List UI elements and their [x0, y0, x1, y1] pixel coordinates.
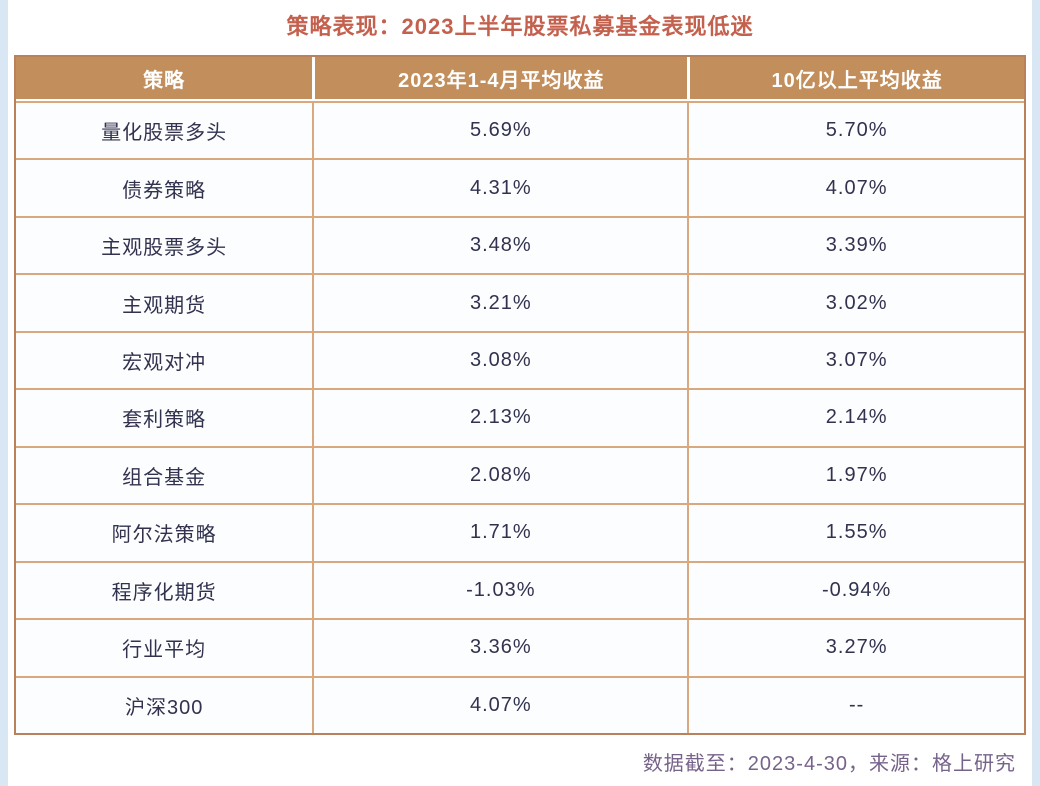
strategy-cell: 阿尔法策略 [16, 503, 313, 561]
value-cell: 2.14% [687, 388, 1024, 446]
strategy-performance-table: 策略 2023年1-4月平均收益 10亿以上平均收益 量化股票多头 5.69% 5.70… [14, 55, 1026, 735]
value-cell: 5.69% [312, 101, 688, 159]
value-cell: 3.07% [687, 330, 1024, 389]
value-cell: -1.03% [312, 560, 688, 619]
table-row: 沪深300 4.07% -- [16, 675, 1024, 733]
header-cell: 10亿以上平均收益 [687, 57, 1024, 99]
value-cell: -0.94% [687, 560, 1024, 619]
value-cell: 5.70% [687, 101, 1024, 159]
table-row: 行业平均 3.36% 3.27% [16, 618, 1024, 676]
value-cell: -- [687, 675, 1024, 733]
table-row: 主观期货 3.21% 3.02% [16, 273, 1024, 331]
strategy-cell: 债券策略 [16, 158, 313, 216]
value-cell: 3.48% [312, 215, 688, 274]
table-header-row: 策略 2023年1-4月平均收益 10亿以上平均收益 [16, 57, 1024, 101]
header-cell: 2023年1-4月平均收益 [312, 57, 688, 99]
value-cell: 3.36% [312, 618, 688, 676]
table-row: 套利策略 2.13% 2.14% [16, 388, 1024, 446]
page-edge-strip-right [1032, 0, 1040, 786]
value-cell: 2.13% [312, 388, 688, 446]
table-row: 程序化期货 -1.03% -0.94% [16, 560, 1024, 619]
value-cell: 3.02% [687, 273, 1024, 331]
strategy-cell: 组合基金 [16, 445, 313, 504]
table-row: 债券策略 4.31% 4.07% [16, 158, 1024, 216]
page-edge-strip-left [0, 0, 8, 786]
table-row: 主观股票多头 3.48% 3.39% [16, 215, 1024, 274]
strategy-cell: 主观股票多头 [16, 215, 313, 274]
strategy-cell: 宏观对冲 [16, 330, 313, 389]
table-row: 阿尔法策略 1.71% 1.55% [16, 503, 1024, 561]
header-cell: 策略 [16, 57, 313, 99]
value-cell: 3.08% [312, 330, 688, 389]
table-row: 组合基金 2.08% 1.97% [16, 445, 1024, 504]
value-cell: 3.39% [687, 215, 1024, 274]
value-cell: 4.31% [312, 158, 688, 216]
value-cell: 3.21% [312, 273, 688, 331]
strategy-cell: 行业平均 [16, 618, 313, 676]
value-cell: 1.97% [687, 445, 1024, 504]
value-cell: 4.07% [312, 675, 688, 733]
value-cell: 4.07% [687, 158, 1024, 216]
strategy-cell: 主观期货 [16, 273, 313, 331]
strategy-cell: 程序化期货 [16, 560, 313, 619]
strategy-cell: 量化股票多头 [16, 101, 313, 159]
value-cell: 2.08% [312, 445, 688, 504]
strategy-cell: 沪深300 [16, 675, 313, 733]
value-cell: 3.27% [687, 618, 1024, 676]
data-source-footnote: 数据截至：2023-4-30，来源：格上研究 [642, 753, 1016, 775]
table-row: 宏观对冲 3.08% 3.07% [16, 330, 1024, 389]
value-cell: 1.55% [687, 503, 1024, 561]
table-row: 量化股票多头 5.69% 5.70% [16, 101, 1024, 159]
strategy-cell: 套利策略 [16, 388, 313, 446]
value-cell: 1.71% [312, 503, 688, 561]
page-title: 策略表现：2023上半年股票私募基金表现低迷 [286, 14, 754, 39]
